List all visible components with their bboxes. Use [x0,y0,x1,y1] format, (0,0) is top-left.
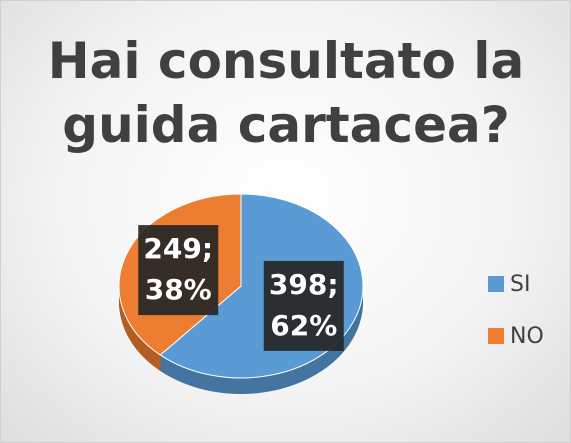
data-label-box [138,225,219,316]
data-label: 38% [145,273,212,306]
data-label: 62% [270,309,337,342]
data-label-box [263,260,344,351]
legend-swatch [488,276,504,292]
data-label: 249; [143,232,213,265]
legend-label: SI [510,272,530,297]
legend-label: NO [510,324,544,349]
data-label: 398; [269,268,339,301]
chart-title: Hai consultato la guida cartacea? [47,32,525,154]
legend-swatch [488,328,504,344]
